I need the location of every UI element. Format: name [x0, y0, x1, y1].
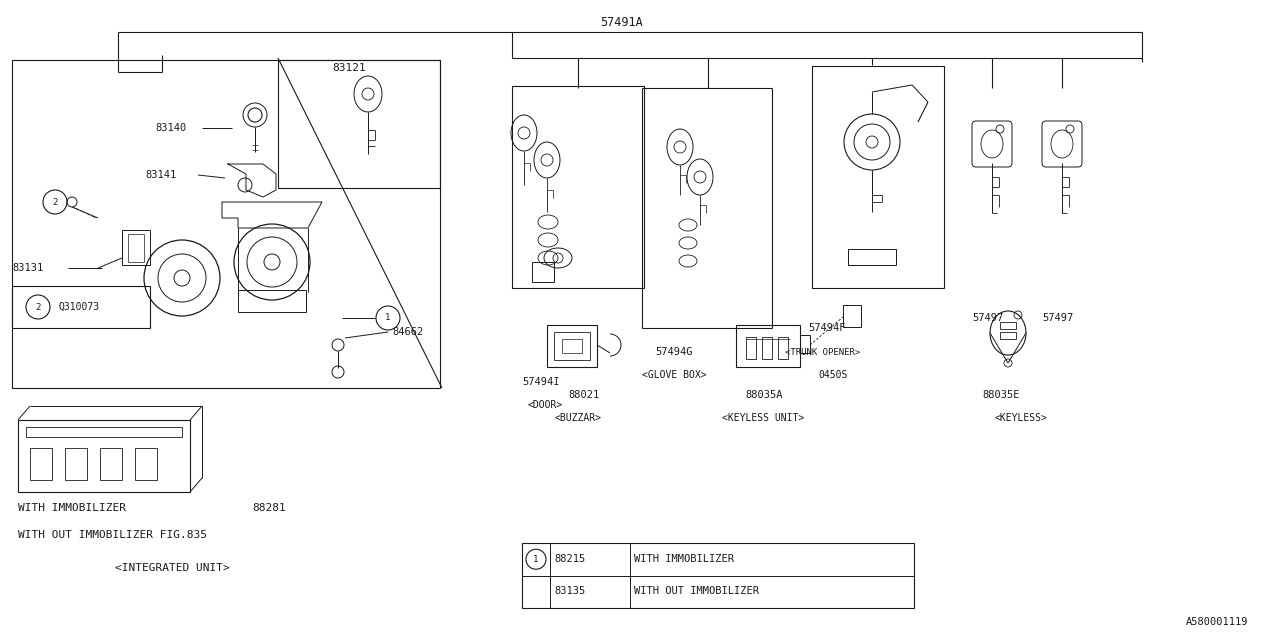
Text: 88281: 88281: [252, 503, 285, 513]
Bar: [547, 325, 596, 367]
Text: 57497: 57497: [1042, 313, 1073, 323]
Text: 83140: 83140: [155, 123, 187, 133]
Bar: [778, 337, 788, 359]
Text: WITH IMMOBILIZER: WITH IMMOBILIZER: [18, 503, 125, 513]
Text: 57494I: 57494I: [522, 377, 559, 387]
Text: <BUZZAR>: <BUZZAR>: [556, 413, 602, 423]
Bar: [12, 60, 440, 388]
Text: <KEYLESS>: <KEYLESS>: [995, 413, 1048, 423]
Bar: [29, 448, 52, 480]
Bar: [12, 286, 150, 328]
Text: 1: 1: [385, 314, 390, 323]
Bar: [800, 335, 810, 353]
Bar: [65, 448, 87, 480]
Text: 88035A: 88035A: [745, 390, 782, 400]
Bar: [522, 543, 914, 608]
Text: 83141: 83141: [145, 170, 177, 180]
Bar: [512, 86, 644, 288]
Text: <GLOVE BOX>: <GLOVE BOX>: [643, 370, 707, 380]
Text: 84662: 84662: [392, 327, 424, 337]
Bar: [849, 249, 896, 265]
Bar: [1000, 332, 1016, 339]
Bar: [736, 325, 800, 367]
Text: <DOOR>: <DOOR>: [529, 400, 563, 410]
Text: WITH OUT IMMOBILIZER: WITH OUT IMMOBILIZER: [634, 586, 759, 596]
Bar: [762, 337, 772, 359]
Text: 83135: 83135: [554, 586, 585, 596]
Text: 88035E: 88035E: [982, 390, 1019, 400]
Bar: [26, 427, 182, 437]
Text: 2: 2: [52, 198, 58, 207]
Text: 83121: 83121: [332, 63, 366, 73]
Text: 57494G: 57494G: [655, 347, 692, 357]
Bar: [122, 230, 150, 265]
Text: Q310073: Q310073: [58, 302, 99, 312]
Text: 1: 1: [534, 555, 539, 564]
Bar: [532, 262, 554, 282]
Text: 88215: 88215: [554, 554, 585, 564]
Text: WITH OUT IMMOBILIZER FIG.835: WITH OUT IMMOBILIZER FIG.835: [18, 530, 207, 540]
Bar: [134, 448, 157, 480]
Bar: [278, 60, 440, 188]
Bar: [746, 337, 756, 359]
Text: 2: 2: [36, 303, 41, 312]
Text: 0450S: 0450S: [818, 370, 847, 380]
Bar: [238, 290, 306, 312]
Text: 57497: 57497: [972, 313, 1004, 323]
Bar: [128, 234, 145, 262]
Text: 57491A: 57491A: [600, 15, 643, 29]
Text: A580001119: A580001119: [1185, 617, 1248, 627]
Text: WITH IMMOBILIZER: WITH IMMOBILIZER: [634, 554, 733, 564]
Text: <INTEGRATED UNIT>: <INTEGRATED UNIT>: [115, 563, 229, 573]
Text: 83131: 83131: [12, 263, 44, 273]
Bar: [562, 339, 582, 353]
Bar: [812, 66, 945, 288]
Text: <TRUNK OPENER>: <TRUNK OPENER>: [785, 348, 860, 356]
Text: <KEYLESS UNIT>: <KEYLESS UNIT>: [722, 413, 804, 423]
Bar: [844, 305, 861, 327]
Bar: [18, 420, 189, 492]
Bar: [100, 448, 122, 480]
Text: 88021: 88021: [568, 390, 599, 400]
Bar: [1000, 322, 1016, 329]
Text: 57494F: 57494F: [808, 323, 846, 333]
Bar: [554, 332, 590, 360]
